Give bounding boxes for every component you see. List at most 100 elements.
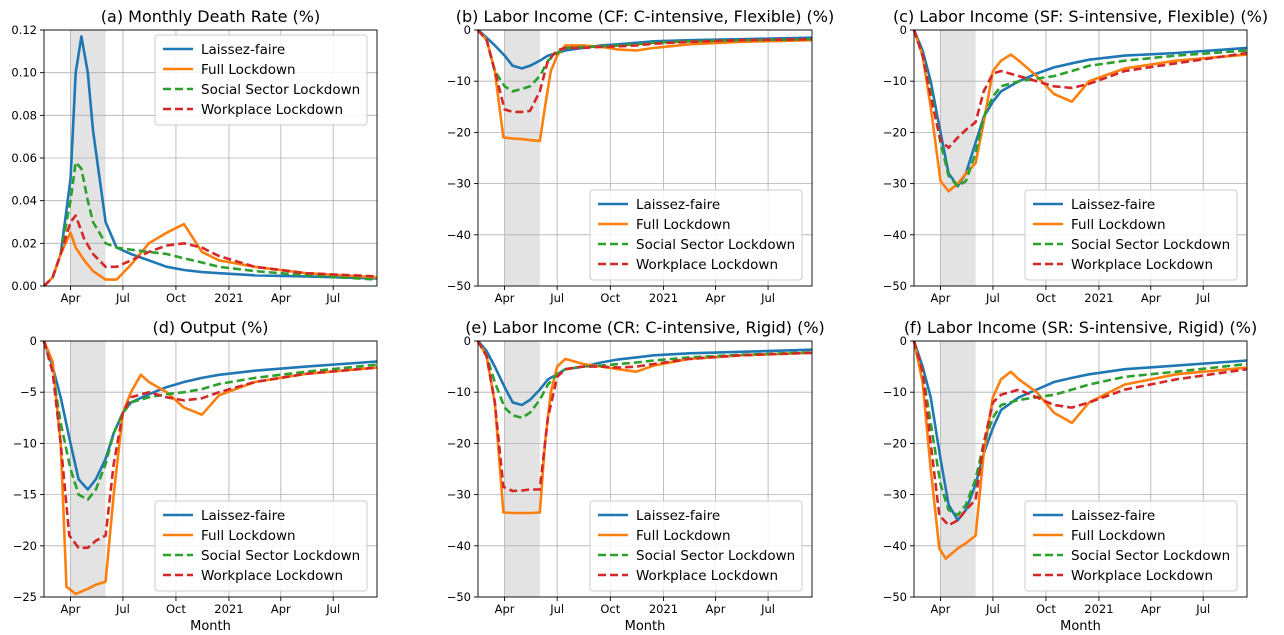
- panel-c: Apr Jul Oct 2021 Apr Jul −50 −40 −30 −20 −10 0(c) L…: [883, 7, 1268, 305]
- x-tick-label: Oct: [166, 291, 186, 305]
- y-tick-label: −40: [883, 228, 907, 242]
- legend-label: Full Lockdown: [201, 528, 296, 544]
- y-tick-label: −5: [20, 385, 37, 399]
- y-tick-label: 0.08: [11, 108, 37, 122]
- panel-d: Apr Jul Oct 2021 Apr Jul −25 −20 −15 −10 −5 0 (d) Ou…: [13, 318, 378, 634]
- panel-f: Apr Jul Oct 2021 Apr Jul −50 −40 −30 −20 −10 0(f) L…: [883, 318, 1257, 634]
- legend: Laissez-faire Full Lockdown Social Sector …: [1024, 189, 1238, 281]
- legend-box: [1024, 500, 1238, 592]
- y-tick-label: −10: [13, 436, 37, 450]
- y-tick-label: −20: [447, 125, 471, 139]
- x-tick-label: Jul: [760, 291, 775, 305]
- x-tick-label: Apr: [495, 602, 515, 616]
- y-tick-label: −15: [13, 488, 37, 502]
- series-full-lockdown: [476, 340, 813, 515]
- series-social-sector-lockdown: [43, 161, 378, 287]
- y-tick-label: −30: [883, 488, 907, 502]
- x-tick-label: Oct: [600, 291, 620, 305]
- legend-label: Laissez-faire: [201, 42, 285, 58]
- y-tick-label: −20: [13, 539, 37, 553]
- x-tick-label: 2021: [649, 291, 678, 305]
- x-tick-label: 2021: [1084, 291, 1113, 305]
- y-tick-label: −10: [447, 74, 471, 88]
- panel-title: (e) Labor Income (CR: C-intensive, Rigid…: [465, 318, 825, 337]
- y-tick-label: 0: [30, 334, 37, 348]
- x-tick-label: Oct: [166, 602, 186, 616]
- series-workplace-lockdown: [42, 340, 378, 550]
- series-laissez-faire: [912, 29, 1248, 188]
- legend-label: Workplace Lockdown: [636, 568, 778, 584]
- y-tick-label: −30: [447, 177, 471, 191]
- legend-box: [154, 500, 368, 592]
- x-tick-label: Jul: [985, 602, 1000, 616]
- legend-box: [589, 189, 803, 281]
- legend-label: Laissez-faire: [1071, 508, 1155, 524]
- legend: Laissez-faire Full Lockdown Social Sector …: [589, 189, 803, 281]
- x-tick-label: Apr: [271, 602, 291, 616]
- axes-frame: [913, 29, 1248, 287]
- series-workplace-lockdown: [912, 340, 1248, 527]
- x-tick-label: Oct: [600, 602, 620, 616]
- legend-label: Social Sector Lockdown: [636, 548, 795, 564]
- series-social-sector-lockdown: [912, 340, 1248, 517]
- series-workplace-lockdown: [43, 214, 378, 287]
- series-social-sector-lockdown: [476, 340, 813, 420]
- y-tick-label: 0.00: [11, 279, 37, 293]
- legend-label: Workplace Lockdown: [636, 257, 778, 273]
- y-tick-label: 0: [900, 23, 907, 37]
- legend: Laissez-faire Full Lockdown Social Sector …: [1024, 500, 1238, 592]
- x-tick-label: Apr: [931, 602, 951, 616]
- series-social-sector-lockdown: [912, 29, 1248, 188]
- x-tick-label: Apr: [495, 291, 515, 305]
- legend-label: Social Sector Lockdown: [201, 82, 360, 98]
- y-tick-label: −10: [883, 74, 907, 88]
- x-axis-label: Month: [625, 619, 666, 634]
- x-tick-label: Apr: [61, 602, 81, 616]
- legend-label: Full Lockdown: [636, 528, 731, 544]
- y-tick-label: 0: [464, 334, 471, 348]
- y-tick-label: −10: [883, 385, 907, 399]
- y-tick-label: −50: [447, 279, 471, 293]
- y-tick-label: 0.06: [11, 151, 37, 165]
- legend: Laissez-faire Full Lockdown Social Sector …: [589, 500, 803, 592]
- legend-label: Full Lockdown: [201, 62, 296, 78]
- y-tick-label: −25: [13, 590, 37, 604]
- series-full-lockdown: [912, 340, 1248, 560]
- series-workplace-lockdown: [477, 29, 813, 114]
- y-tick-label: −20: [883, 436, 907, 450]
- series-full-lockdown: [912, 29, 1248, 193]
- lockdown-shade: [504, 30, 540, 286]
- panel-e: Apr Jul Oct 2021 Apr Jul −50 −40 −30 −20 −10 0(e) L…: [447, 318, 825, 634]
- x-tick-label: Jul: [985, 291, 1000, 305]
- y-tick-label: −50: [883, 279, 907, 293]
- y-tick-label: 0: [900, 334, 907, 348]
- x-tick-label: Apr: [61, 291, 81, 305]
- series-social-sector-lockdown: [477, 29, 813, 93]
- x-tick-label: Jul: [760, 602, 775, 616]
- legend-label: Workplace Lockdown: [1071, 257, 1213, 273]
- y-tick-label: 0.10: [11, 66, 37, 80]
- series-laissez-faire: [912, 340, 1248, 522]
- panel-title: (b) Labor Income (CF: C-intensive, Flexi…: [456, 7, 835, 26]
- legend-label: Social Sector Lockdown: [201, 548, 360, 564]
- legend-label: Full Lockdown: [1071, 528, 1166, 544]
- legend-label: Workplace Lockdown: [201, 102, 343, 118]
- panel-a: Apr Jul Oct 2021 Apr Jul 0.00 0.02 0.04 0.06 0.08 0…: [11, 7, 378, 305]
- series-social-sector-lockdown: [42, 340, 378, 502]
- y-tick-label: 0.12: [11, 23, 37, 37]
- x-tick-label: Jul: [549, 291, 564, 305]
- y-tick-label: −50: [883, 590, 907, 604]
- legend-label: Laissez-faire: [1071, 197, 1155, 213]
- legend-label: Workplace Lockdown: [1071, 568, 1213, 584]
- axes-frame: [477, 340, 813, 598]
- x-tick-label: Jul: [549, 602, 564, 616]
- panel-title: (d) Output (%): [152, 318, 268, 337]
- x-tick-label: Oct: [1036, 291, 1056, 305]
- x-tick-label: Apr: [706, 602, 726, 616]
- legend-label: Full Lockdown: [636, 217, 731, 233]
- series-workplace-lockdown: [912, 29, 1248, 150]
- x-tick-label: Oct: [1036, 602, 1056, 616]
- x-tick-label: Jul: [325, 291, 340, 305]
- x-tick-label: Apr: [1141, 602, 1161, 616]
- x-tick-label: Jul: [115, 291, 130, 305]
